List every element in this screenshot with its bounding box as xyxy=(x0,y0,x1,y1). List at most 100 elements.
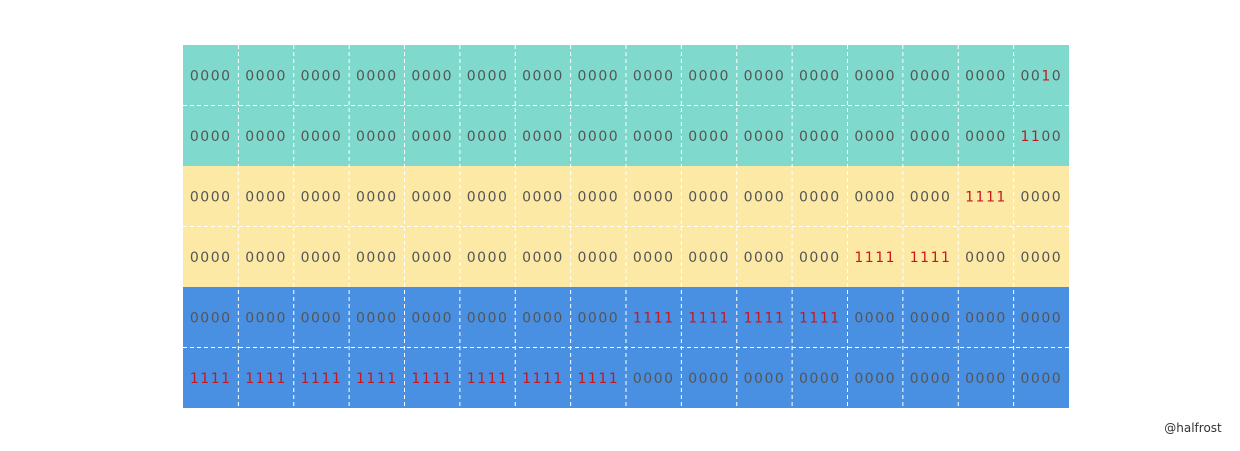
bit: 1 xyxy=(920,250,930,266)
bit: 0 xyxy=(865,68,875,84)
bit: 0 xyxy=(931,371,941,387)
grid: 0000 0000 0000 0000 0000 0000 0000 0000 0000 0000… xyxy=(183,45,1069,408)
bit: 0 xyxy=(533,129,543,145)
cell-bits: 1111 xyxy=(910,250,952,266)
bit: 0 xyxy=(321,68,331,84)
bit: 0 xyxy=(377,310,387,326)
bit: 0 xyxy=(965,68,975,84)
bit: 1 xyxy=(664,310,674,326)
bit: 0 xyxy=(577,68,587,84)
bit: 0 xyxy=(920,68,930,84)
cell-bits: 0000 xyxy=(688,68,730,84)
cell-bits: 1111 xyxy=(190,371,232,387)
cell-bits: 0000 xyxy=(799,68,841,84)
bit: 0 xyxy=(443,68,453,84)
cell-bits: 1111 xyxy=(965,189,1007,205)
bit: 0 xyxy=(709,68,719,84)
cell-bits: 0000 xyxy=(744,129,786,145)
bit: 0 xyxy=(920,310,930,326)
bit: 0 xyxy=(377,68,387,84)
bit: 0 xyxy=(276,310,286,326)
bit: 0 xyxy=(245,250,255,266)
bit: 0 xyxy=(533,189,543,205)
bit: 0 xyxy=(910,371,920,387)
bit: 0 xyxy=(522,68,532,84)
bit: 0 xyxy=(443,189,453,205)
bit: 0 xyxy=(577,310,587,326)
cell-bits: 1111 xyxy=(688,310,730,326)
bit: 0 xyxy=(422,189,432,205)
bit: 1 xyxy=(477,371,487,387)
bit: 0 xyxy=(321,250,331,266)
bit: 0 xyxy=(245,129,255,145)
bit: 0 xyxy=(996,68,1006,84)
bit: 0 xyxy=(533,310,543,326)
bit: 0 xyxy=(477,310,487,326)
cell-bits: 0000 xyxy=(411,189,453,205)
bit: 0 xyxy=(190,129,200,145)
bit: 0 xyxy=(910,310,920,326)
bit: 0 xyxy=(799,250,809,266)
bit: 0 xyxy=(830,371,840,387)
cell-bits: 1111 xyxy=(301,371,343,387)
cell-bits: 0000 xyxy=(245,310,287,326)
cell-bits: 0000 xyxy=(301,129,343,145)
bit: 0 xyxy=(854,189,864,205)
bit: 0 xyxy=(276,129,286,145)
bit: 0 xyxy=(688,250,698,266)
bit: 0 xyxy=(764,250,774,266)
cell-bits: 0000 xyxy=(356,129,398,145)
bit: 0 xyxy=(744,68,754,84)
bit: 0 xyxy=(598,250,608,266)
bit: 0 xyxy=(200,68,210,84)
cell-bits: 0000 xyxy=(577,250,619,266)
bit: 0 xyxy=(1031,189,1041,205)
bit: 0 xyxy=(709,250,719,266)
bit: 0 xyxy=(643,68,653,84)
bit: 0 xyxy=(654,68,664,84)
bit: 1 xyxy=(190,371,200,387)
bit: 0 xyxy=(598,310,608,326)
bit: 0 xyxy=(1031,310,1041,326)
cell-bits: 0000 xyxy=(799,371,841,387)
bit: 0 xyxy=(221,310,231,326)
bit: 0 xyxy=(498,129,508,145)
bit: 0 xyxy=(588,189,598,205)
bit: 0 xyxy=(886,371,896,387)
bit: 0 xyxy=(744,189,754,205)
bit: 0 xyxy=(577,129,587,145)
bit: 1 xyxy=(820,310,830,326)
bit: 0 xyxy=(301,129,311,145)
bit: 0 xyxy=(809,371,819,387)
bit: 0 xyxy=(920,371,930,387)
bit: 0 xyxy=(321,129,331,145)
bit: 0 xyxy=(976,68,986,84)
bit: 0 xyxy=(543,189,553,205)
bit: 1 xyxy=(643,310,653,326)
bit: 0 xyxy=(854,129,864,145)
bit: 0 xyxy=(996,371,1006,387)
cell-bits: 0000 xyxy=(190,68,232,84)
bit: 0 xyxy=(432,189,442,205)
cell-bits: 0000 xyxy=(799,129,841,145)
bit: 1 xyxy=(200,371,210,387)
bit: 0 xyxy=(886,310,896,326)
bit: 0 xyxy=(754,371,764,387)
cell-bits: 0000 xyxy=(356,310,398,326)
bit: 0 xyxy=(820,250,830,266)
bit: 0 xyxy=(443,129,453,145)
cell-bits: 0000 xyxy=(854,129,896,145)
bit: 0 xyxy=(775,68,785,84)
bit: 0 xyxy=(387,68,397,84)
cell-bits: 0000 xyxy=(522,189,564,205)
cell-bits: 0000 xyxy=(577,189,619,205)
bit: 0 xyxy=(931,310,941,326)
bit: 0 xyxy=(488,250,498,266)
bit: 0 xyxy=(245,310,255,326)
bit: 1 xyxy=(321,371,331,387)
bit: 0 xyxy=(996,129,1006,145)
bit: 0 xyxy=(699,189,709,205)
bit: 0 xyxy=(854,68,864,84)
bit: 0 xyxy=(699,68,709,84)
bit: 0 xyxy=(754,189,764,205)
